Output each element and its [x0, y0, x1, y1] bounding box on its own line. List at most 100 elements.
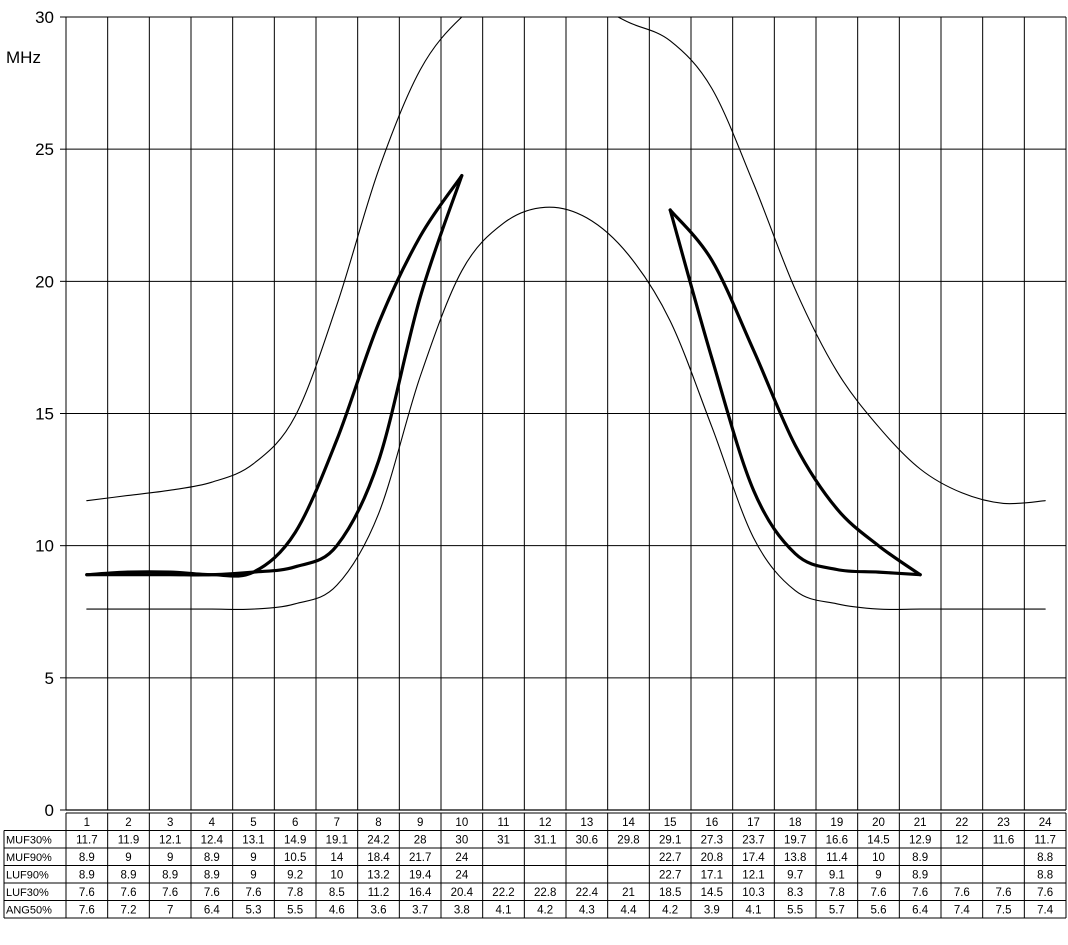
table-cell: 8.9: [162, 870, 178, 882]
x-tick-label: 9: [417, 817, 423, 829]
table-cell: 17.4: [742, 852, 765, 864]
x-tick-label: 11: [498, 817, 510, 829]
table-cell: 7.2: [121, 905, 137, 917]
table-cell: 8.9: [204, 870, 220, 882]
table-cell: 14: [330, 852, 343, 864]
table-cell: 22.7: [659, 852, 681, 864]
table-cell: 8.5: [329, 887, 345, 899]
table-cell: 4.3: [579, 905, 595, 917]
table-cell: 8.9: [912, 870, 928, 882]
y-tick-label: 20: [35, 272, 54, 291]
x-tick-label: 13: [580, 817, 593, 829]
table-cell: 11.2: [368, 887, 390, 899]
table-cell: 20.8: [701, 852, 723, 864]
y-tick-label: 30: [35, 8, 54, 27]
table-cell: 10: [872, 852, 885, 864]
table-cell: 29.8: [617, 835, 639, 847]
table-cell: 19.7: [784, 835, 806, 847]
table-cell: 8.9: [204, 852, 220, 864]
table-cell: 7.8: [829, 887, 845, 899]
table-cell: 3.7: [412, 905, 428, 917]
table-cell: 11.9: [118, 835, 140, 847]
table-cell: 23.7: [742, 835, 764, 847]
table-cell: 7.6: [996, 887, 1012, 899]
table-cell: 9: [167, 852, 173, 864]
x-tick-label: 24: [1039, 817, 1052, 829]
table-cell: 24: [455, 870, 468, 882]
x-tick-label: 5: [250, 817, 256, 829]
table-cell: 7.6: [121, 887, 137, 899]
table-cell: 29.1: [659, 835, 681, 847]
table-cell: 9: [250, 870, 256, 882]
x-tick-label: 2: [125, 817, 131, 829]
table-cell: 19.1: [326, 835, 348, 847]
x-tick-label: 23: [997, 817, 1010, 829]
table-cell: 24.2: [367, 835, 389, 847]
table-cell: 17.1: [701, 870, 723, 882]
table-cell: 21.7: [409, 852, 431, 864]
table-cell: 30.6: [576, 835, 598, 847]
table-cell: 14.5: [867, 835, 889, 847]
x-tick-label: 16: [705, 817, 718, 829]
table-cell: 16.4: [409, 887, 432, 899]
table-cell: 5.5: [287, 905, 303, 917]
table-cell: 8.9: [912, 852, 928, 864]
x-tick-label: 15: [664, 817, 677, 829]
table-cell: 8.9: [79, 852, 95, 864]
table-cell: 12.1: [159, 835, 181, 847]
series-line-muf90: [85, 174, 464, 578]
table-cell: 11.6: [993, 835, 1015, 847]
table-cell: 8.8: [1037, 852, 1053, 864]
x-tick-label: 8: [375, 817, 381, 829]
table-row-label: ANG50%: [6, 905, 52, 917]
y-tick-label: 10: [35, 537, 54, 556]
table-cell: 11.7: [76, 835, 98, 847]
table-cell: 4.1: [496, 905, 512, 917]
table-row-label: LUF30%: [6, 887, 49, 899]
table-cell: 7: [167, 905, 173, 917]
table-cell: 7.6: [79, 887, 95, 899]
table-cell: 7.6: [162, 887, 178, 899]
table-cell: 8.9: [79, 870, 95, 882]
series-line-muf90: [668, 208, 922, 577]
table-cell: 7.6: [954, 887, 970, 899]
table-cell: 6.4: [204, 905, 221, 917]
x-tick-label: 14: [622, 817, 635, 829]
table-cell: 18.5: [659, 887, 681, 899]
table-cell: 13.1: [242, 835, 264, 847]
table-cell: 12: [955, 835, 968, 847]
table-cell: 9.1: [829, 870, 845, 882]
table-cell: 7.4: [1037, 905, 1054, 917]
table-cell: 12.1: [742, 870, 764, 882]
table-cell: 5.7: [829, 905, 845, 917]
table-cell: 22.2: [492, 887, 514, 899]
table-cell: 7.4: [954, 905, 971, 917]
table-cell: 13.8: [784, 852, 806, 864]
y-axis-ticks: 0 5 10 15 20 25 30: [35, 8, 54, 820]
x-tick-label: 1: [84, 817, 90, 829]
table-cell: 9: [125, 852, 131, 864]
x-tick-label: 10: [455, 817, 468, 829]
table-row-label: MUF90%: [6, 852, 52, 864]
table-cell: 16.6: [826, 835, 848, 847]
table-cell: 31: [497, 835, 510, 847]
table-cell: 9.7: [787, 870, 803, 882]
table-row-label: MUF30%: [6, 835, 52, 847]
table-cell: 3.8: [454, 905, 470, 917]
table-cell: 5.3: [246, 905, 262, 917]
table-cell: 4.6: [329, 905, 345, 917]
table-cell: 9: [875, 870, 881, 882]
table-cell: 22.8: [534, 887, 556, 899]
table-cell: 12.9: [909, 835, 931, 847]
table-cell: 12.4: [201, 835, 224, 847]
table-cell: 21: [622, 887, 635, 899]
y-tick-label: 15: [35, 405, 54, 424]
x-tick-label: 19: [830, 817, 843, 829]
table-cell: 14.5: [701, 887, 723, 899]
table-cell: 28: [414, 835, 427, 847]
table-cell: 3.6: [371, 905, 387, 917]
table-cell: 4.4: [621, 905, 638, 917]
table-cell: 7.8: [287, 887, 303, 899]
table-cell: 4.2: [537, 905, 553, 917]
